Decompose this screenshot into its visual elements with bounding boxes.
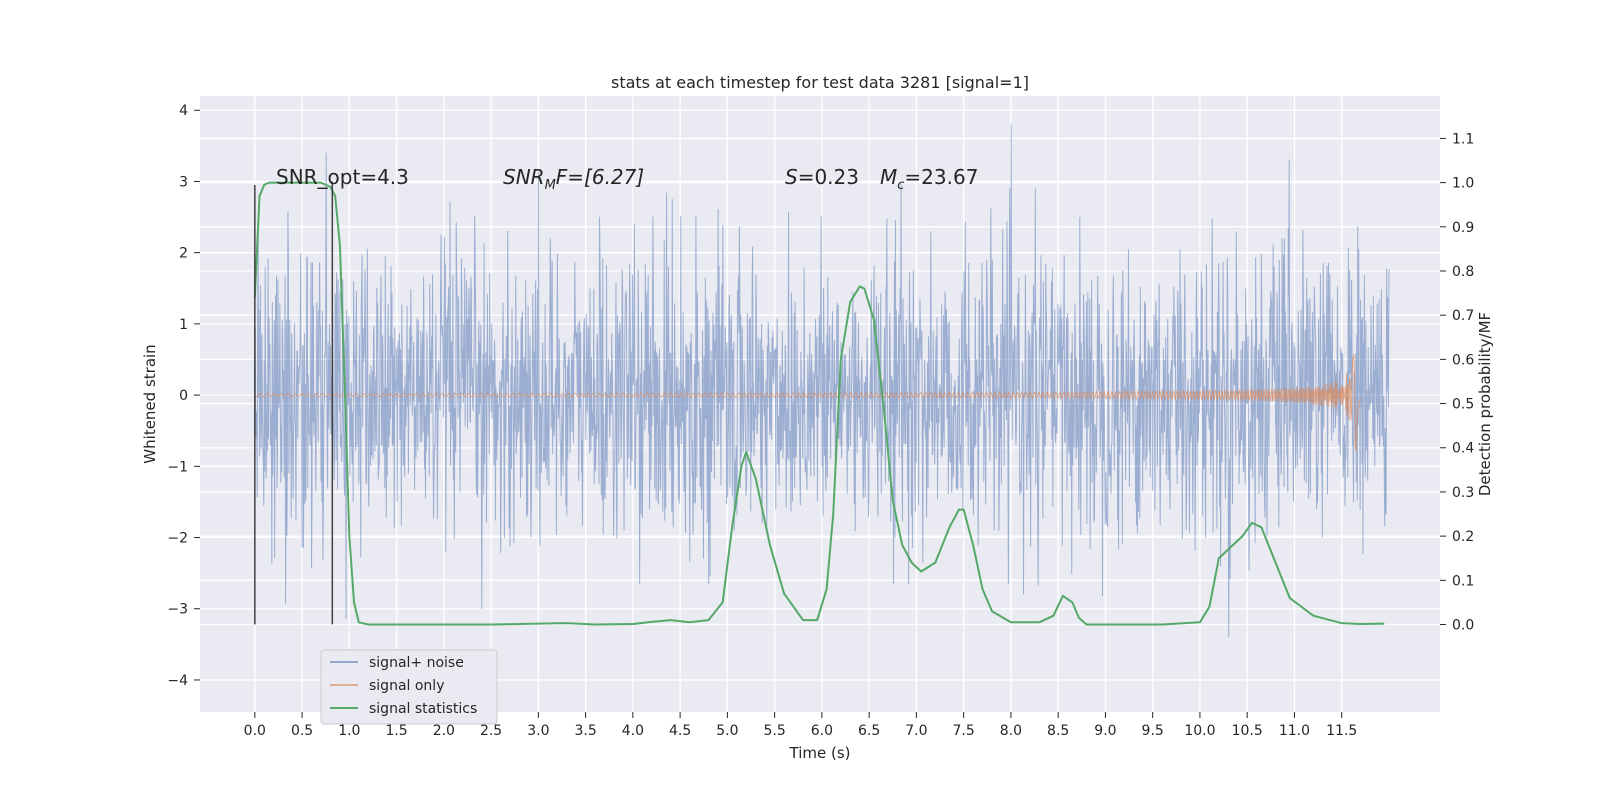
- y-tick-label: 1: [179, 317, 188, 333]
- legend-box: [320, 649, 498, 725]
- y-right-axis-label: Detection probability/MF: [1476, 312, 1494, 496]
- x-tick-label: 2.5: [480, 723, 502, 739]
- marker-lines: [254, 181, 334, 625]
- x-tick-label: 5.0: [716, 723, 738, 739]
- y-right-tick-label: 0.9: [1452, 220, 1474, 236]
- y-tick-label: 3: [179, 174, 188, 190]
- x-tick-label: 10.5: [1232, 723, 1263, 739]
- y-tick-label: −4: [167, 673, 188, 689]
- x-tick-label: 6.5: [858, 723, 880, 739]
- signal-noise-series: [254, 124, 1390, 638]
- x-tick-label: 3.5: [574, 723, 596, 739]
- annotation-snr-mf: SNRMF=[6.27]: [503, 165, 644, 193]
- y-right-tick-labels: 0.0 0.1 0.2 0.3 0.4 0.5 0.6 0.7 0.8 0.9 1.0 1.1: [1440, 131, 1474, 634]
- annotation-s: S=0.23: [785, 165, 859, 189]
- x-tick-label: 8.5: [1047, 723, 1069, 739]
- signal-statistics-series: [253, 181, 1385, 626]
- y-tick-label: −3: [167, 602, 188, 618]
- x-tick-label: 11.0: [1279, 723, 1310, 739]
- signal-only-series: [254, 353, 1362, 452]
- x-tick-label: 5.5: [764, 723, 786, 739]
- y-right-tick-label: 0.6: [1452, 352, 1474, 368]
- x-tick-label: 0.5: [291, 723, 313, 739]
- x-tick-label: 3.0: [527, 723, 549, 739]
- x-tick-label: 7.0: [905, 723, 927, 739]
- y-right-tick-label: 0.2: [1452, 529, 1474, 545]
- y-tick-label: 0: [179, 388, 188, 404]
- x-tick-label: 9.0: [1094, 723, 1116, 739]
- y-right-tick-label: 0.0: [1452, 618, 1474, 634]
- y-right-tick-label: 0.3: [1452, 485, 1474, 501]
- y-right-tick-label: 1.0: [1452, 176, 1474, 192]
- x-tick-label: 4.0: [622, 723, 644, 739]
- y-tick-labels: −4 −3 −2 −1 0 1 2 3 4: [167, 103, 200, 689]
- legend-label-signal: signal only: [369, 678, 444, 694]
- y-tick-label: −1: [167, 459, 188, 475]
- x-tick-label: 1.5: [385, 723, 407, 739]
- x-tick-label: 6.0: [811, 723, 833, 739]
- y-axis-label: Whitened strain: [141, 344, 159, 463]
- x-tick-labels: 0.0 0.5 1.0 1.5 2.0 2.5 3.0 3.5 4.0 4.5 5.0 5.5 6.0 6…: [244, 712, 1357, 739]
- y-right-tick-label: 0.4: [1452, 441, 1474, 457]
- signal-only-line: [254, 353, 1362, 452]
- y-right-tick-label: 1.1: [1452, 131, 1474, 147]
- y-tick-label: 4: [179, 103, 188, 119]
- x-tick-label: 7.5: [953, 723, 975, 739]
- chart-title: stats at each timestep for test data 328…: [611, 73, 1029, 92]
- annotation-mc: Mc=23.67: [880, 165, 978, 193]
- annotation-snr-opt: SNR_opt=4.3: [276, 165, 409, 189]
- x-tick-label: 2.0: [433, 723, 455, 739]
- y-tick-label: 2: [179, 246, 188, 262]
- signal-statistics-line: [253, 181, 1385, 626]
- legend-label-stats: signal statistics: [369, 701, 477, 717]
- y-right-tick-label: 0.5: [1452, 397, 1474, 413]
- y-right-tick-label: 0.1: [1452, 573, 1474, 589]
- legend: signal+ noise signal only signal statist…: [320, 649, 498, 725]
- x-tick-label: 4.5: [669, 723, 691, 739]
- x-tick-label: 11.5: [1326, 723, 1357, 739]
- y-right-tick-label: 0.8: [1452, 264, 1474, 280]
- signal-noise-line: [254, 124, 1390, 638]
- legend-label-noise: signal+ noise: [369, 655, 464, 671]
- x-tick-label: 10.0: [1184, 723, 1215, 739]
- x-tick-label: 8.0: [1000, 723, 1022, 739]
- y-right-tick-label: 0.7: [1452, 308, 1474, 324]
- x-axis-label: Time (s): [789, 744, 851, 762]
- x-tick-label: 1.0: [338, 723, 360, 739]
- x-tick-label: 9.5: [1142, 723, 1164, 739]
- y-tick-label: −2: [167, 531, 188, 547]
- x-tick-label: 0.0: [244, 723, 266, 739]
